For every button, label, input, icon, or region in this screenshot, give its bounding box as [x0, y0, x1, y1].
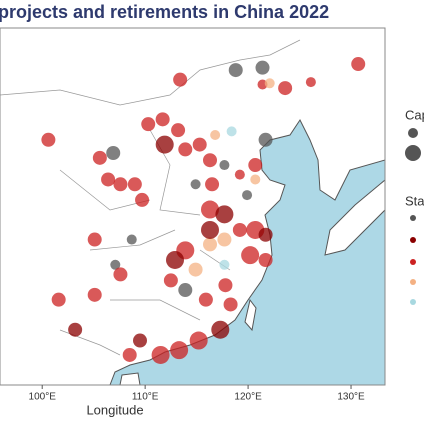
legend-color-key [410, 279, 416, 285]
plant-point [234, 169, 245, 180]
plant-point [178, 142, 193, 157]
plant-point [248, 158, 263, 173]
plant-point [170, 341, 189, 360]
plant-point [255, 60, 270, 75]
plant-point [87, 232, 102, 247]
x-tick-label: 120°E [234, 392, 262, 403]
x-tick-label: 110°E [132, 392, 159, 403]
plant-point [141, 117, 156, 132]
plant-point [201, 200, 219, 219]
plant-point [203, 237, 217, 252]
plant-point [173, 72, 188, 87]
plant-point [211, 320, 230, 339]
hainan [119, 372, 141, 386]
plant-point [101, 172, 116, 187]
plant-point [106, 146, 121, 161]
plant-point [223, 297, 238, 312]
plant-point [217, 232, 232, 247]
plant-point [258, 227, 273, 242]
plant-point [228, 63, 243, 78]
plant-point [92, 150, 107, 165]
plant-point [219, 160, 230, 171]
plant-point [68, 322, 83, 337]
plant-point [201, 220, 219, 239]
chart-title: projects and retirements in China 2022 [0, 2, 329, 22]
plant-point [305, 77, 316, 88]
legend-size-key [405, 145, 421, 161]
plant-point [113, 267, 128, 282]
plant-point [41, 132, 56, 147]
plant-point [219, 259, 230, 270]
legend-color-key [410, 299, 416, 305]
plant-point [188, 262, 203, 277]
plant-point [205, 177, 220, 192]
plant-point [351, 57, 366, 72]
plant-point [192, 137, 207, 152]
plant-point [278, 81, 293, 96]
plot-frame [0, 27, 386, 386]
plant-point [250, 174, 261, 185]
legend-size-title: Cap [405, 107, 424, 122]
plant-point [166, 250, 184, 269]
plant-point [190, 179, 201, 190]
plant-point [133, 333, 147, 348]
legend-size-key [408, 128, 418, 138]
taiwan [244, 298, 257, 332]
plant-point [210, 129, 221, 140]
x-tick-label: 100°E [29, 392, 57, 403]
plant-point [127, 177, 142, 192]
x-axis-label: Longitude [86, 402, 143, 417]
plant-point [258, 132, 273, 147]
plant-point [126, 234, 137, 245]
plant-point [110, 259, 121, 270]
plant-point [232, 222, 247, 237]
plant-point [155, 135, 174, 154]
plant-point [218, 278, 233, 293]
plant-point [151, 345, 170, 364]
sea [109, 119, 386, 386]
plant-point [215, 205, 234, 224]
plant-point [155, 112, 170, 127]
plant-point [113, 177, 128, 192]
x-tick-label: 130°E [337, 392, 365, 403]
plant-point [178, 283, 193, 298]
plant-point [51, 292, 66, 307]
legend-color-key [410, 259, 416, 265]
plant-point [264, 78, 275, 89]
plant-point [226, 126, 237, 137]
legend-color-title: Sta [405, 193, 424, 208]
plant-point [171, 123, 186, 138]
legend-color-key [410, 237, 416, 243]
plant-point [242, 190, 253, 201]
plant-point [189, 331, 208, 350]
plant-point [241, 246, 260, 265]
plant-point [198, 292, 213, 307]
legend-color-key [410, 215, 416, 221]
plant-point [135, 192, 150, 207]
plant-point [122, 347, 137, 362]
plant-point [203, 153, 217, 168]
plant-point [163, 273, 178, 288]
plant-point [87, 287, 102, 302]
plant-point [258, 252, 273, 267]
